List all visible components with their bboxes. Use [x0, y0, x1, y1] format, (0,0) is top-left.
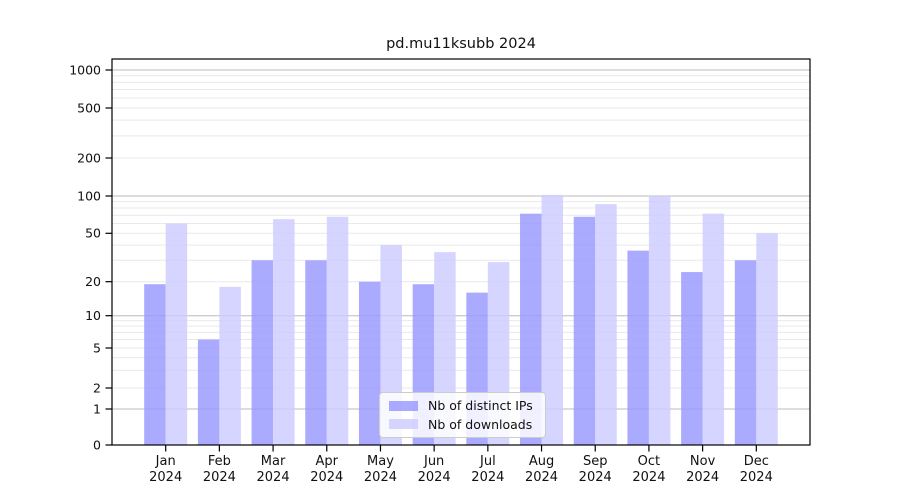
x-tick-label-year: 2024: [471, 470, 504, 485]
bar-downloads-dec: [756, 233, 778, 445]
x-tick-label-year: 2024: [579, 470, 612, 485]
chart-legend: Nb of distinct IPs Nb of downloads: [379, 392, 546, 438]
x-tick-label-year: 2024: [418, 470, 451, 485]
bar-distinct-ips-feb: [197, 339, 220, 445]
y-tick-label: 5: [93, 340, 101, 355]
x-tick-label-month: Mar: [261, 454, 286, 469]
y-tick-label: 0: [93, 437, 101, 452]
bar-downloads-feb: [219, 286, 241, 445]
bar-downloads-oct: [648, 196, 671, 445]
bar-downloads-jan: [165, 223, 188, 445]
bar-distinct-ips-dec: [734, 260, 757, 445]
y-axis: 0 1 2 5 10 20 50 100 200 500 1000: [69, 62, 112, 452]
bar-distinct-ips-apr: [305, 260, 327, 445]
x-tick-label-month: Nov: [690, 454, 716, 469]
x-tick-label-year: 2024: [364, 470, 397, 485]
bar-distinct-ips-may: [358, 281, 381, 445]
x-tick-label-month: Sep: [583, 454, 608, 469]
bar-downloads-sep: [595, 204, 617, 445]
x-tick-label-month: Jan: [155, 454, 176, 469]
x-tick-label-year: 2024: [686, 470, 719, 485]
bar-distinct-ips-sep: [573, 216, 596, 445]
legend-swatch-distinct-ips: [389, 400, 418, 411]
x-tick-label-year: 2024: [257, 470, 290, 485]
x-tick-label-month: Apr: [316, 454, 339, 469]
bar-downloads-apr: [326, 216, 349, 445]
legend-label-downloads: Nb of downloads: [428, 416, 533, 432]
x-axis: Jan2024Feb2024Mar2024Apr2024May2024Jun20…: [149, 445, 773, 485]
y-tick-label: 2: [93, 380, 101, 395]
x-tick-label-year: 2024: [203, 470, 236, 485]
y-tick-label: 1000: [69, 62, 101, 77]
x-tick-label-year: 2024: [310, 470, 343, 485]
bar-distinct-ips-jan: [144, 284, 166, 445]
y-tick-label: 1: [93, 401, 101, 416]
bar-distinct-ips-oct: [627, 250, 649, 445]
x-tick-label-month: Jul: [479, 454, 496, 469]
y-tick-label: 100: [77, 188, 101, 203]
y-tick-label: 50: [85, 226, 101, 241]
x-tick-label-month: Feb: [208, 454, 231, 469]
bar-distinct-ips-aug: [520, 213, 542, 445]
x-tick-label-month: Aug: [529, 454, 554, 469]
x-tick-label-year: 2024: [632, 470, 665, 485]
plot-border: [111, 58, 811, 446]
y-tick-label: 10: [85, 308, 101, 323]
y-tick-label: 20: [85, 274, 101, 289]
legend-swatch-downloads: [389, 419, 418, 430]
bar-downloads-aug: [541, 194, 564, 445]
y-tick-label: 200: [77, 150, 101, 165]
x-tick-label-month: Jun: [423, 454, 444, 469]
legend-item-distinct-ips: Nb of distinct IPs: [389, 398, 536, 413]
minor-gridlines: [112, 75, 810, 389]
x-tick-label-month: Oct: [638, 454, 660, 469]
bar-downloads-nov: [702, 213, 725, 445]
x-tick-label-year: 2024: [525, 470, 558, 485]
x-tick-label-month: May: [367, 454, 394, 469]
x-tick-label-year: 2024: [149, 470, 182, 485]
x-tick-label-month: Dec: [744, 454, 769, 469]
chart-title: pd.mu11ksubb 2024: [386, 36, 536, 52]
x-tick-label-year: 2024: [740, 470, 773, 485]
bar-distinct-ips-mar: [251, 260, 274, 445]
y-tick-label: 500: [77, 100, 101, 115]
bar-distinct-ips-nov: [681, 272, 703, 445]
bar-downloads-mar: [273, 219, 295, 445]
legend-label-distinct-ips: Nb of distinct IPs: [428, 398, 533, 414]
legend-item-downloads: Nb of downloads: [389, 417, 536, 432]
